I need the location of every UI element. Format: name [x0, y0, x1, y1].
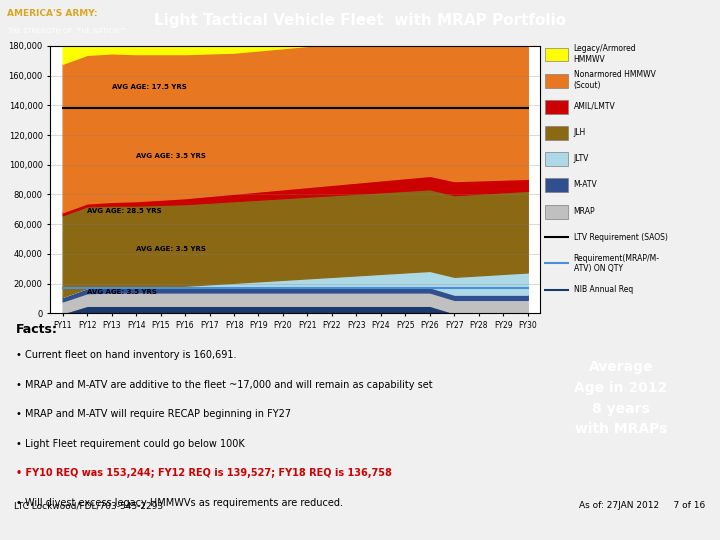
- Text: • FY10 REQ was 153,244; FY12 REQ is 139,527; FY18 REQ is 136,758: • FY10 REQ was 153,244; FY12 REQ is 139,…: [16, 468, 392, 478]
- Requirement(MRAP/M-ATV) ON QTY: [401, 285, 410, 291]
- LTV Requirement (SAOS): [58, 105, 67, 111]
- Text: Average
Age in 2012
8 years
with MRAPs: Average Age in 2012 8 years with MRAPs: [575, 360, 667, 436]
- LTV Requirement (SAOS): [474, 105, 483, 111]
- Requirement(MRAP/M-ATV) ON QTY: [279, 285, 287, 291]
- Text: • MRAP and M-ATV will require RECAP beginning in FY27: • MRAP and M-ATV will require RECAP begi…: [16, 409, 291, 420]
- FancyBboxPatch shape: [545, 152, 568, 166]
- Text: Light Tactical Vehicle Fleet  with MRAP Portfolio: Light Tactical Vehicle Fleet with MRAP P…: [154, 13, 566, 28]
- LTV Requirement (SAOS): [254, 105, 263, 111]
- Requirement(MRAP/M-ATV) ON QTY: [107, 285, 116, 291]
- Text: JLH: JLH: [574, 128, 586, 137]
- Text: AMIL/LMTV: AMIL/LMTV: [574, 102, 616, 111]
- Text: Nonarmored HMMWV
(Scout): Nonarmored HMMWV (Scout): [574, 70, 655, 90]
- Requirement(MRAP/M-ATV) ON QTY: [499, 285, 508, 291]
- Text: • Current fleet on hand inventory is 160,691.: • Current fleet on hand inventory is 160…: [16, 350, 236, 361]
- Text: • Light Fleet requirement could go below 100K: • Light Fleet requirement could go below…: [16, 439, 244, 449]
- Requirement(MRAP/M-ATV) ON QTY: [132, 285, 140, 291]
- FancyBboxPatch shape: [545, 100, 568, 114]
- FancyBboxPatch shape: [545, 48, 568, 62]
- Text: As of: 27JAN 2012     7 of 16: As of: 27JAN 2012 7 of 16: [580, 501, 706, 510]
- Requirement(MRAP/M-ATV) ON QTY: [426, 285, 434, 291]
- LTV Requirement (SAOS): [401, 105, 410, 111]
- Text: MRAP: MRAP: [574, 207, 595, 215]
- LTV Requirement (SAOS): [107, 105, 116, 111]
- Requirement(MRAP/M-ATV) ON QTY: [303, 285, 312, 291]
- FancyBboxPatch shape: [545, 205, 568, 219]
- LTV Requirement (SAOS): [303, 105, 312, 111]
- Requirement(MRAP/M-ATV) ON QTY: [352, 285, 361, 291]
- Text: Legacy/Armored
HMMWV: Legacy/Armored HMMWV: [574, 44, 636, 64]
- LTV Requirement (SAOS): [83, 105, 91, 111]
- Requirement(MRAP/M-ATV) ON QTY: [523, 285, 532, 291]
- LTV Requirement (SAOS): [181, 105, 189, 111]
- Text: AVG AGE: 3.5 YRS: AVG AGE: 3.5 YRS: [136, 246, 206, 252]
- Text: AVG AGE: 17.5 YRS: AVG AGE: 17.5 YRS: [112, 84, 186, 91]
- Requirement(MRAP/M-ATV) ON QTY: [181, 285, 189, 291]
- Text: Facts:: Facts:: [16, 323, 58, 336]
- Requirement(MRAP/M-ATV) ON QTY: [205, 285, 214, 291]
- Requirement(MRAP/M-ATV) ON QTY: [58, 285, 67, 291]
- LTV Requirement (SAOS): [132, 105, 140, 111]
- LTV Requirement (SAOS): [523, 105, 532, 111]
- LTV Requirement (SAOS): [377, 105, 385, 111]
- Text: AMERICA'S ARMY:: AMERICA'S ARMY:: [7, 9, 98, 18]
- LTV Requirement (SAOS): [328, 105, 336, 111]
- LTV Requirement (SAOS): [499, 105, 508, 111]
- FancyBboxPatch shape: [545, 73, 568, 87]
- Requirement(MRAP/M-ATV) ON QTY: [230, 285, 238, 291]
- Requirement(MRAP/M-ATV) ON QTY: [328, 285, 336, 291]
- Text: LTV Requirement (SAOS): LTV Requirement (SAOS): [574, 233, 667, 242]
- Requirement(MRAP/M-ATV) ON QTY: [254, 285, 263, 291]
- LTV Requirement (SAOS): [156, 105, 165, 111]
- Text: JLTV: JLTV: [574, 154, 589, 163]
- LTV Requirement (SAOS): [230, 105, 238, 111]
- Text: AVG AGE: 28.5 YRS: AVG AGE: 28.5 YRS: [87, 208, 162, 214]
- Text: LTC Lockwood/FDL/703-545-2293: LTC Lockwood/FDL/703-545-2293: [14, 501, 163, 510]
- LTV Requirement (SAOS): [426, 105, 434, 111]
- LTV Requirement (SAOS): [352, 105, 361, 111]
- Text: AVG AGE: 3.5 YRS: AVG AGE: 3.5 YRS: [87, 289, 157, 295]
- Requirement(MRAP/M-ATV) ON QTY: [156, 285, 165, 291]
- Text: AVG AGE: 3.5 YRS: AVG AGE: 3.5 YRS: [136, 153, 206, 159]
- Text: THE STRENGTH OF  THE NATION™: THE STRENGTH OF THE NATION™: [7, 28, 127, 33]
- Requirement(MRAP/M-ATV) ON QTY: [474, 285, 483, 291]
- Requirement(MRAP/M-ATV) ON QTY: [450, 285, 459, 291]
- Text: M-ATV: M-ATV: [574, 180, 598, 190]
- Requirement(MRAP/M-ATV) ON QTY: [377, 285, 385, 291]
- Text: • Will divest excess legacy HMMWVs as requirements are reduced.: • Will divest excess legacy HMMWVs as re…: [16, 498, 343, 508]
- LTV Requirement (SAOS): [205, 105, 214, 111]
- FancyBboxPatch shape: [545, 179, 568, 192]
- LTV Requirement (SAOS): [450, 105, 459, 111]
- FancyBboxPatch shape: [545, 126, 568, 140]
- LTV Requirement (SAOS): [279, 105, 287, 111]
- Text: NIB Annual Req: NIB Annual Req: [574, 285, 633, 294]
- Text: Requirement(MRAP/M-
ATV) ON QTY: Requirement(MRAP/M- ATV) ON QTY: [574, 254, 660, 273]
- Text: • MRAP and M-ATV are additive to the fleet ~17,000 and will remain as capability: • MRAP and M-ATV are additive to the fle…: [16, 380, 432, 390]
- Requirement(MRAP/M-ATV) ON QTY: [83, 285, 91, 291]
